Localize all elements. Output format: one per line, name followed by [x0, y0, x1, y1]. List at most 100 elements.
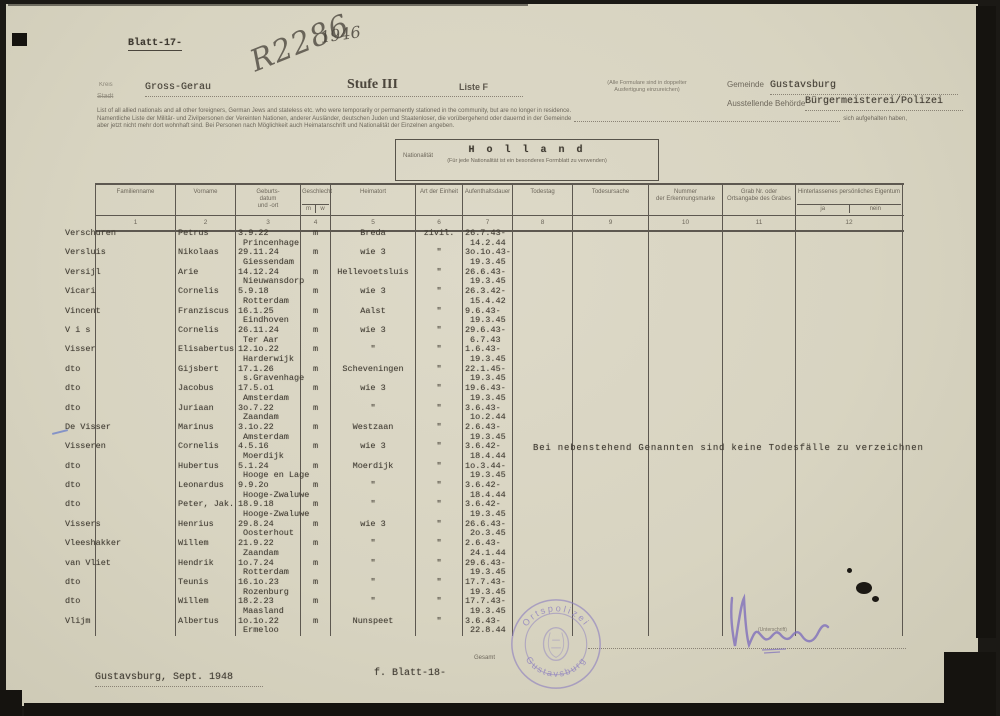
sex-value: m [301, 306, 331, 326]
home-town: wie 3 [331, 383, 416, 404]
birth-date: 17.5.o1 [238, 383, 274, 394]
todesursache-cell [573, 325, 649, 346]
birth-place: Giessendam [243, 256, 295, 267]
gemeinde-value: Gustavsburg [770, 80, 837, 91]
family-name: Verschuren [65, 228, 117, 238]
eigentum-subcolumns: ja nein [797, 204, 901, 213]
family-name: Visseren [65, 441, 106, 452]
intro-line-de2: sich aufgehalten haben, [843, 115, 907, 122]
first-name: Albertus [176, 616, 236, 637]
col-todesursache: Todesursache [591, 189, 630, 195]
stay-to-date: 19.3.45 [470, 431, 506, 442]
police-stamp: Ortspolizei Gustavsburg [511, 599, 601, 689]
unit-type: " [416, 325, 463, 346]
stay-from-date: 26.7.43- [465, 228, 506, 238]
grab-cell [723, 345, 796, 365]
erkennungsmarke-cell [649, 384, 723, 404]
sex-value: m [301, 267, 331, 288]
birth-place: Ermeloo [243, 625, 279, 636]
todestag-cell [513, 597, 573, 617]
home-town: wie 3 [331, 441, 416, 462]
stamp-emblem [542, 627, 570, 661]
todestag-cell [513, 558, 573, 579]
birth-place: Amsterdam [243, 392, 289, 403]
eigentum-cell [796, 539, 903, 559]
ink-dot [847, 568, 852, 573]
erkennungsmarke-cell [649, 578, 723, 598]
no-deaths-remark: Bei nebenstehend Genannten sind keine To… [533, 443, 924, 453]
todestag-cell [513, 519, 573, 540]
sex-value: m [301, 344, 331, 365]
todestag-cell [513, 306, 573, 326]
stay-to-date: 18.4.44 [470, 489, 506, 500]
erkennungsmarke-cell [649, 539, 723, 559]
stay-from-date: 3o.1o.43- [465, 247, 511, 258]
home-town: Aalst [331, 306, 416, 326]
birth-date: 1o.1o.22 [238, 615, 279, 626]
home-town: " [331, 403, 416, 423]
col-familienname: Familienname [116, 189, 155, 195]
erkennungsmarke-cell [649, 558, 723, 579]
todestag-cell [513, 325, 573, 346]
todesursache-cell [573, 597, 649, 617]
first-name: Gijsbert [176, 364, 236, 385]
stay-to-date: 19.3.45 [470, 276, 506, 287]
col-todestag: Todestag [530, 189, 555, 195]
stay-to-date: 19.3.45 [470, 606, 506, 617]
family-name: Vleeshakker [65, 538, 122, 549]
todestag-cell [513, 481, 573, 501]
home-town: wie 3 [331, 519, 416, 540]
erkennungsmarke-cell [649, 345, 723, 365]
birth-place: s.Gravenhage [243, 373, 305, 384]
grab-cell [723, 287, 796, 307]
sex-value: m [301, 538, 331, 559]
birth-place: Moerdijk [243, 450, 284, 461]
home-town: " [331, 538, 416, 559]
stufe-title: Stufe III [347, 77, 398, 92]
erkennungsmarke-cell [649, 500, 723, 520]
scan-artifact [976, 6, 996, 638]
home-town: " [331, 597, 416, 617]
stay-from-date: 19.6.43- [465, 383, 506, 394]
stay-from-date: 1o.3.44- [465, 460, 506, 471]
unit-type: " [416, 519, 463, 540]
first-name: Leonardus [176, 480, 236, 501]
eigentum-cell [796, 616, 903, 637]
birth-place: Nieuwansdorp [243, 276, 305, 287]
erkennungsmarke-cell [649, 403, 723, 423]
todestag-cell [513, 384, 573, 404]
stay-to-date: 2o.3.45 [470, 528, 506, 539]
first-name: Cornelis [176, 286, 236, 307]
home-town: wie 3 [331, 247, 416, 268]
stay-to-date: 19.3.45 [470, 315, 506, 326]
sex-value: m [301, 441, 331, 462]
unit-type: " [416, 441, 463, 462]
todesursache-cell [573, 345, 649, 365]
erkennungsmarke-cell [649, 461, 723, 482]
birth-date: 18.9.18 [238, 499, 274, 510]
first-name: Henrius [176, 519, 236, 540]
duplicate-instruction-note: (Alle Formulare sind in doppelter Ausfer… [607, 80, 687, 93]
scan-artifact [12, 33, 27, 46]
birth-place: Hooge-Zwaluwe [243, 509, 310, 520]
todesursache-cell [573, 364, 649, 385]
unit-type: " [416, 577, 463, 598]
struck-stadt-label: Stadt [97, 93, 114, 100]
sheet-number-label: Blatt-17- [128, 38, 183, 51]
nationality-value: H o l l a n d [468, 145, 586, 156]
stay-from-date: 1.6.43- [465, 344, 501, 355]
stay-to-date: 19.3.45 [470, 586, 506, 597]
stay-from-date: 29.6.43- [465, 557, 506, 568]
family-name: van Vliet [65, 557, 111, 568]
eigentum-cell [796, 403, 903, 423]
first-name: Elisabertus [176, 344, 236, 365]
stay-to-date: 19.3.45 [470, 567, 506, 578]
geschlecht-subcolumns: m w [302, 204, 329, 213]
eigentum-cell [796, 461, 903, 482]
grab-cell [723, 403, 796, 423]
birth-date: 16.1.25 [238, 305, 274, 316]
col-heimatort: Heimatort [359, 189, 386, 195]
todesursache-cell [573, 248, 649, 268]
eigentum-cell [796, 345, 903, 365]
first-name: Cornelis [176, 325, 236, 346]
